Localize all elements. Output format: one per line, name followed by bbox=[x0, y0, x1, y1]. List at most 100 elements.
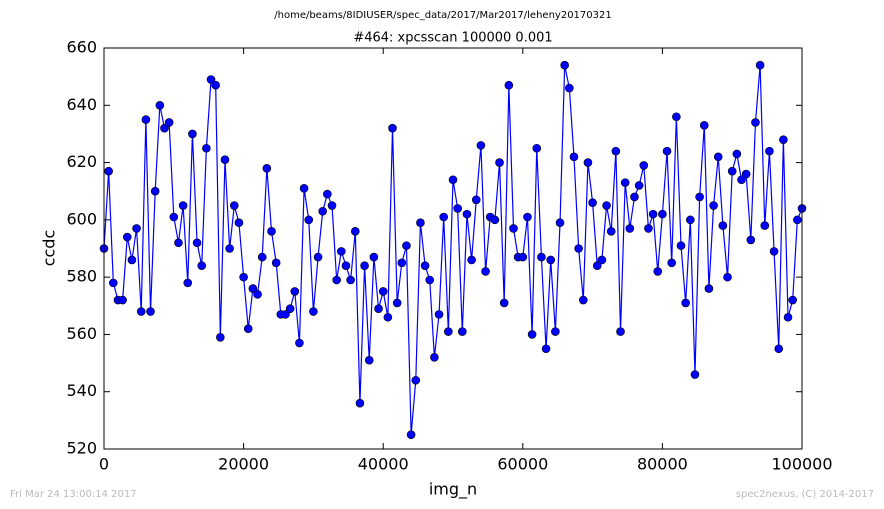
data-point bbox=[704, 284, 714, 293]
y-tick-label: 580 bbox=[66, 267, 97, 286]
data-point bbox=[551, 327, 560, 336]
x-axis-label: img_n bbox=[429, 480, 477, 500]
data-point bbox=[397, 258, 407, 268]
data-point bbox=[616, 327, 625, 336]
data-point bbox=[271, 258, 281, 268]
data-point bbox=[332, 275, 341, 285]
data-point bbox=[495, 158, 504, 167]
data-point bbox=[741, 169, 751, 179]
data-point bbox=[109, 278, 118, 288]
data-point bbox=[467, 255, 476, 265]
data-point bbox=[597, 255, 607, 265]
footer-left: Fri Mar 24 13:00:14 2017 bbox=[10, 489, 137, 500]
data-point bbox=[620, 178, 630, 187]
data-point bbox=[760, 221, 770, 230]
data-point bbox=[453, 204, 462, 213]
data-point bbox=[262, 164, 272, 173]
data-point bbox=[574, 244, 583, 253]
data-point bbox=[425, 275, 435, 285]
data-point bbox=[686, 215, 695, 225]
data-point bbox=[136, 307, 146, 316]
data-point bbox=[723, 272, 732, 282]
data-point bbox=[509, 224, 518, 233]
data-point bbox=[541, 344, 551, 354]
suptitle: /home/beams/8IDIUSER/spec_data/2017/Mar2… bbox=[274, 10, 611, 21]
data-point bbox=[383, 312, 393, 322]
data-point bbox=[560, 60, 569, 70]
data-point bbox=[355, 398, 365, 408]
data-point bbox=[374, 304, 383, 313]
y-tick-label: 520 bbox=[66, 439, 97, 458]
data-point bbox=[434, 310, 444, 319]
data-point bbox=[737, 175, 746, 185]
data-point bbox=[220, 155, 230, 165]
data-point bbox=[406, 430, 416, 439]
data-point bbox=[630, 192, 639, 202]
data-point bbox=[783, 312, 793, 322]
data-point bbox=[439, 212, 448, 222]
data-point bbox=[225, 244, 234, 253]
data-point bbox=[327, 201, 337, 210]
series-line bbox=[103, 65, 803, 435]
data-point bbox=[578, 295, 588, 305]
data-point bbox=[188, 129, 197, 139]
data-point bbox=[658, 209, 667, 219]
data-point bbox=[309, 307, 318, 316]
data-point bbox=[206, 75, 216, 84]
data-point bbox=[592, 261, 602, 270]
data-point bbox=[164, 118, 174, 127]
data-point bbox=[504, 80, 514, 90]
data-point bbox=[295, 338, 304, 348]
data-point bbox=[239, 272, 248, 282]
data-point bbox=[197, 261, 207, 270]
data-point bbox=[611, 146, 621, 156]
data-point bbox=[253, 290, 262, 299]
data-point bbox=[481, 267, 490, 276]
data-point bbox=[471, 195, 481, 205]
data-point bbox=[788, 295, 797, 305]
data-point bbox=[448, 175, 458, 185]
data-point bbox=[346, 275, 355, 285]
data-point bbox=[681, 298, 690, 308]
data-point bbox=[690, 370, 700, 379]
data-point bbox=[727, 166, 737, 176]
data-point bbox=[499, 298, 509, 308]
data-point bbox=[555, 218, 565, 228]
data-point bbox=[132, 224, 141, 233]
data-point bbox=[341, 261, 351, 270]
data-point bbox=[360, 261, 369, 270]
data-point bbox=[388, 123, 397, 133]
data-point bbox=[523, 212, 532, 222]
data-point bbox=[234, 218, 244, 228]
data-point bbox=[141, 115, 151, 124]
data-point bbox=[648, 209, 658, 219]
data-point bbox=[281, 310, 290, 319]
data-point bbox=[150, 186, 160, 196]
data-point bbox=[672, 112, 681, 122]
data-point bbox=[625, 224, 635, 233]
data-point bbox=[602, 201, 611, 210]
data-point bbox=[257, 252, 267, 262]
data-point bbox=[532, 143, 542, 153]
data-point bbox=[350, 227, 360, 236]
data-point bbox=[127, 255, 137, 265]
data-point bbox=[634, 181, 644, 190]
plot-frame bbox=[103, 47, 803, 450]
data-point bbox=[243, 324, 253, 334]
data-point bbox=[527, 330, 537, 339]
data-point bbox=[667, 258, 677, 268]
footer-right: spec2nexus, (C) 2014-2017 bbox=[736, 489, 874, 500]
data-point bbox=[458, 327, 467, 336]
data-point bbox=[169, 212, 179, 222]
data-point bbox=[662, 146, 672, 156]
x-tick-label: 40000 bbox=[358, 455, 409, 474]
data-point bbox=[639, 161, 649, 170]
data-point bbox=[192, 238, 202, 248]
data-point bbox=[118, 295, 127, 305]
data-point bbox=[364, 355, 374, 365]
data-point bbox=[518, 252, 528, 262]
data-point bbox=[160, 123, 169, 133]
data-point bbox=[709, 201, 718, 210]
data-point bbox=[606, 227, 616, 236]
